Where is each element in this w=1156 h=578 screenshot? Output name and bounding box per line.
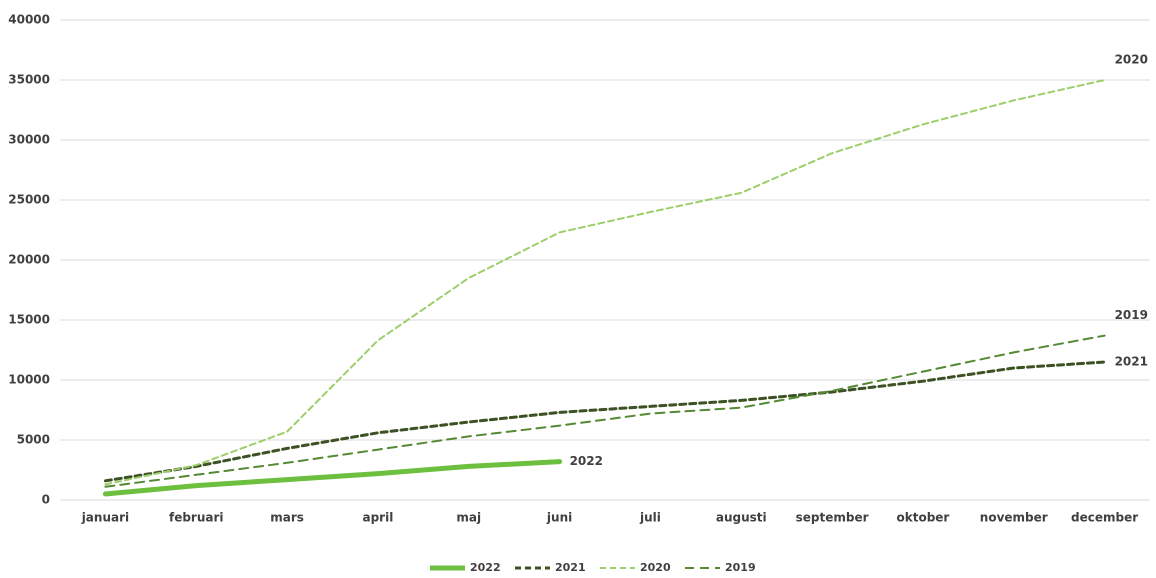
x-tick-label: december xyxy=(1071,511,1138,525)
y-tick-label: 0 xyxy=(42,493,50,507)
x-tick-label: juni xyxy=(546,511,572,525)
series-end-label: 2019 xyxy=(1115,308,1148,322)
y-tick-label: 30000 xyxy=(8,133,50,147)
x-tick-label: mars xyxy=(270,511,304,525)
series-end-label: 2020 xyxy=(1115,53,1148,67)
series-line xyxy=(104,334,1106,488)
x-tick-label: juli xyxy=(639,511,661,525)
x-tick-label: augusti xyxy=(716,511,767,525)
legend-label: 2022 xyxy=(470,561,501,574)
y-tick-label: 10000 xyxy=(8,373,50,387)
x-tick-label: april xyxy=(362,511,393,525)
y-tick-label: 35000 xyxy=(8,73,50,87)
x-tick-label: maj xyxy=(456,511,481,525)
series-line xyxy=(104,79,1106,486)
x-tick-label: september xyxy=(796,511,869,525)
series-line xyxy=(102,459,563,497)
x-tick-label: januari xyxy=(81,511,129,525)
x-tick-label: november xyxy=(980,511,1048,525)
y-tick-label: 5000 xyxy=(17,433,50,447)
x-tick-label: oktober xyxy=(896,511,949,525)
legend-label: 2021 xyxy=(555,561,586,574)
legend-label: 2020 xyxy=(640,561,671,574)
series-end-label: 2022 xyxy=(570,454,603,468)
y-tick-label: 15000 xyxy=(8,313,50,327)
series-line xyxy=(103,360,1107,483)
y-tick-label: 25000 xyxy=(8,193,50,207)
x-tick-label: februari xyxy=(169,511,224,525)
y-tick-label: 20000 xyxy=(8,253,50,267)
y-tick-label: 40000 xyxy=(8,13,50,27)
legend-label: 2019 xyxy=(725,561,756,574)
series-end-label: 2021 xyxy=(1115,355,1148,369)
